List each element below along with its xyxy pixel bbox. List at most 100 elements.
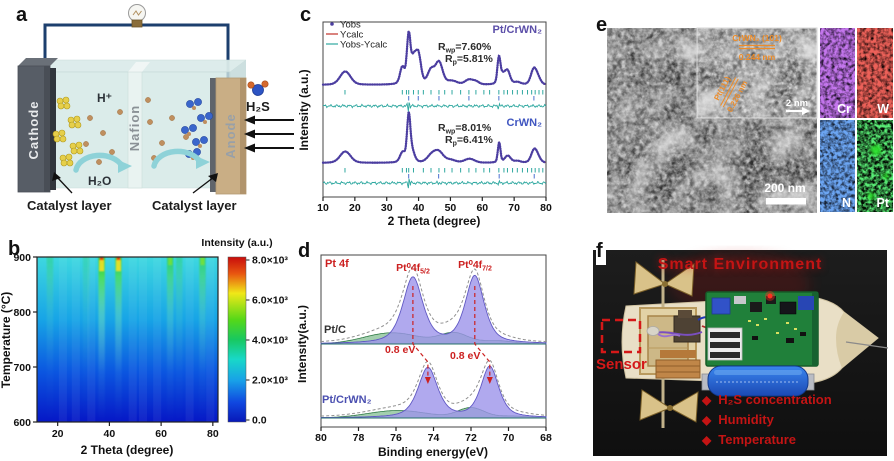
bullet-temperature: ◆ Temperature <box>702 432 797 447</box>
d-xaxis-title: Binding energy(eV) <box>378 445 488 459</box>
hrtem-inset: CrWN₂ (101) 0.244 nm Pt(111) 0.226 nm 2 … <box>696 27 818 119</box>
cathode-electrode: Cathode <box>17 58 58 193</box>
svg-text:600: 600 <box>13 417 31 429</box>
pcb-board <box>705 291 819 367</box>
c-legend: Yobs Ycalc Yobs-Ycalc <box>326 20 387 51</box>
svg-text:6.0×10³: 6.0×10³ <box>252 295 288 307</box>
svg-text:72: 72 <box>465 432 477 444</box>
sensor-chip <box>646 326 660 336</box>
svg-text:4.0×10³: 4.0×10³ <box>252 335 288 347</box>
svg-text:78: 78 <box>353 432 365 444</box>
svg-text:50: 50 <box>445 202 457 214</box>
svg-text:8.0×10³: 8.0×10³ <box>252 255 288 267</box>
sem-scale-bar <box>766 198 806 205</box>
panel-label-d: d <box>298 240 311 262</box>
cathode-catalyst-strip <box>50 68 56 190</box>
heatmap-dynamic: 20 40 60 80 900 800 700 600 8.0×10³ 6.0×10³ 4.0×10… <box>13 252 288 440</box>
battery <box>701 365 815 397</box>
heatmap-faint-bands <box>58 257 215 422</box>
heatmap-surface <box>37 257 218 422</box>
panel-c-xrd: c 10 20 30 40 50 60 70 80 Yobs Ycalc Yobs-Ycalc… <box>298 0 593 232</box>
legend-obs-label: Yobs <box>340 20 361 31</box>
eds-map-n: N <box>820 120 855 212</box>
panel-label-c: c <box>300 4 312 26</box>
gas-flow-arrows <box>244 115 294 153</box>
proton-dots <box>83 97 189 165</box>
peak-4f52-label: Pt⁰4f5/2 <box>396 262 430 276</box>
xrd-curves: 10 20 30 40 50 60 70 80 <box>317 29 552 214</box>
measurement-bullets: ◆ H₂S concentration ◆ Humidity ◆ Temperatur… <box>702 390 832 450</box>
panel-label-b: b <box>8 238 21 260</box>
pt4f-corner-label: Pt 4f <box>325 258 349 270</box>
bullet-humidity: ◆ Humidity <box>702 412 774 427</box>
diamond-icon: ◆ <box>702 393 712 407</box>
svg-text:10: 10 <box>317 202 329 214</box>
sem-scale-label: 200 nm <box>764 181 805 195</box>
panel-b-heatmap: b <box>0 232 300 461</box>
series-top-label: Pt/CrWN₂ <box>493 24 543 36</box>
d-yaxis-title: Intensity(a.u.) <box>298 305 309 383</box>
nafion-label: Nafion <box>127 105 142 151</box>
inset-scale-label: 2 nm <box>786 98 808 109</box>
sensor-highlight-box <box>600 318 642 354</box>
svg-text:40: 40 <box>104 428 116 440</box>
panel-label-e: e <box>596 14 608 36</box>
panel-e-tem: e <box>590 0 894 232</box>
catalyst-callouts: Catalyst layer Catalyst layer <box>27 172 237 213</box>
h2s-feed: H₂S <box>244 80 294 153</box>
legend-obs-marker <box>330 22 334 26</box>
xps-curves: 80 78 76 74 72 70 68 <box>315 266 552 444</box>
eds-n-label: N <box>842 196 851 210</box>
pcb-module <box>798 296 814 310</box>
svg-text:80: 80 <box>315 432 327 444</box>
cathode-label: Cathode <box>26 101 41 160</box>
svg-text:40: 40 <box>413 202 425 214</box>
svg-text:76: 76 <box>390 432 402 444</box>
svg-text:60: 60 <box>155 428 167 440</box>
led-icon <box>767 293 773 299</box>
sensor-area <box>600 318 681 354</box>
heatmap-chart: 20 40 60 80 900 800 700 600 8.0×10³ 6.0×10³ 4.0×10… <box>0 237 288 457</box>
svg-text:70: 70 <box>508 202 520 214</box>
svg-text:68: 68 <box>540 432 552 444</box>
pcb-crystal <box>734 296 746 304</box>
eds-map-pt: Pt <box>857 120 893 212</box>
diamond-icon: ◆ <box>702 433 712 447</box>
rp-top: Rp=5.81% <box>445 53 493 67</box>
tem-art: 200 nm CrWN₂ (101) 0.244 nm Pt(111) 0.22… <box>607 27 893 213</box>
svg-text:30: 30 <box>381 202 393 214</box>
diamond-icon: ◆ <box>702 413 712 427</box>
ptc-series-label: Pt/C <box>324 324 346 336</box>
svg-text:2.0×10³: 2.0×10³ <box>252 375 288 387</box>
panel-label-a: a <box>16 4 28 26</box>
eds-cr-label: Cr <box>837 102 851 116</box>
b-xaxis-title: 2 Theta (degree) <box>81 443 174 457</box>
anode-label: Anode <box>223 113 238 158</box>
c-xaxis-title: 2 Theta (degree) <box>388 214 481 228</box>
boat-photo-art <box>593 250 889 456</box>
sensor-label: Sensor <box>596 356 647 373</box>
xrd-chart: 10 20 30 40 50 60 70 80 Yobs Ycalc Yobs-Ycalc P… <box>298 20 552 229</box>
h-plus-label: H⁺ <box>97 91 112 105</box>
inset-d1-label: 0.244 nm <box>739 52 776 62</box>
svg-text:800: 800 <box>13 307 31 319</box>
h2s-molecule-icon <box>252 84 264 96</box>
eds-pt-label: Pt <box>877 196 890 210</box>
inset-phase1-label: CrWN₂ (101) <box>732 33 782 43</box>
svg-text:700: 700 <box>13 362 31 374</box>
colorbar-title: Intensity (a.u.) <box>201 237 272 249</box>
svg-text:74: 74 <box>428 432 440 444</box>
pcb-relay <box>711 297 731 315</box>
shift-label-2: 0.8 eV <box>450 350 480 362</box>
fan-assembly <box>633 260 699 428</box>
b-yaxis-title: Temperature (°C) <box>0 292 13 389</box>
colorbar <box>227 256 247 423</box>
rwp-top: Rwp=7.60% <box>438 41 492 55</box>
motor <box>673 310 701 343</box>
svg-text:20: 20 <box>52 428 64 440</box>
svg-text:60: 60 <box>476 202 488 214</box>
svg-text:20: 20 <box>349 202 361 214</box>
ptcrwn2-series-label: Pt/CrWN₂ <box>322 394 372 406</box>
cell-schematic-art: Nafion Cathode Anode <box>17 4 294 213</box>
